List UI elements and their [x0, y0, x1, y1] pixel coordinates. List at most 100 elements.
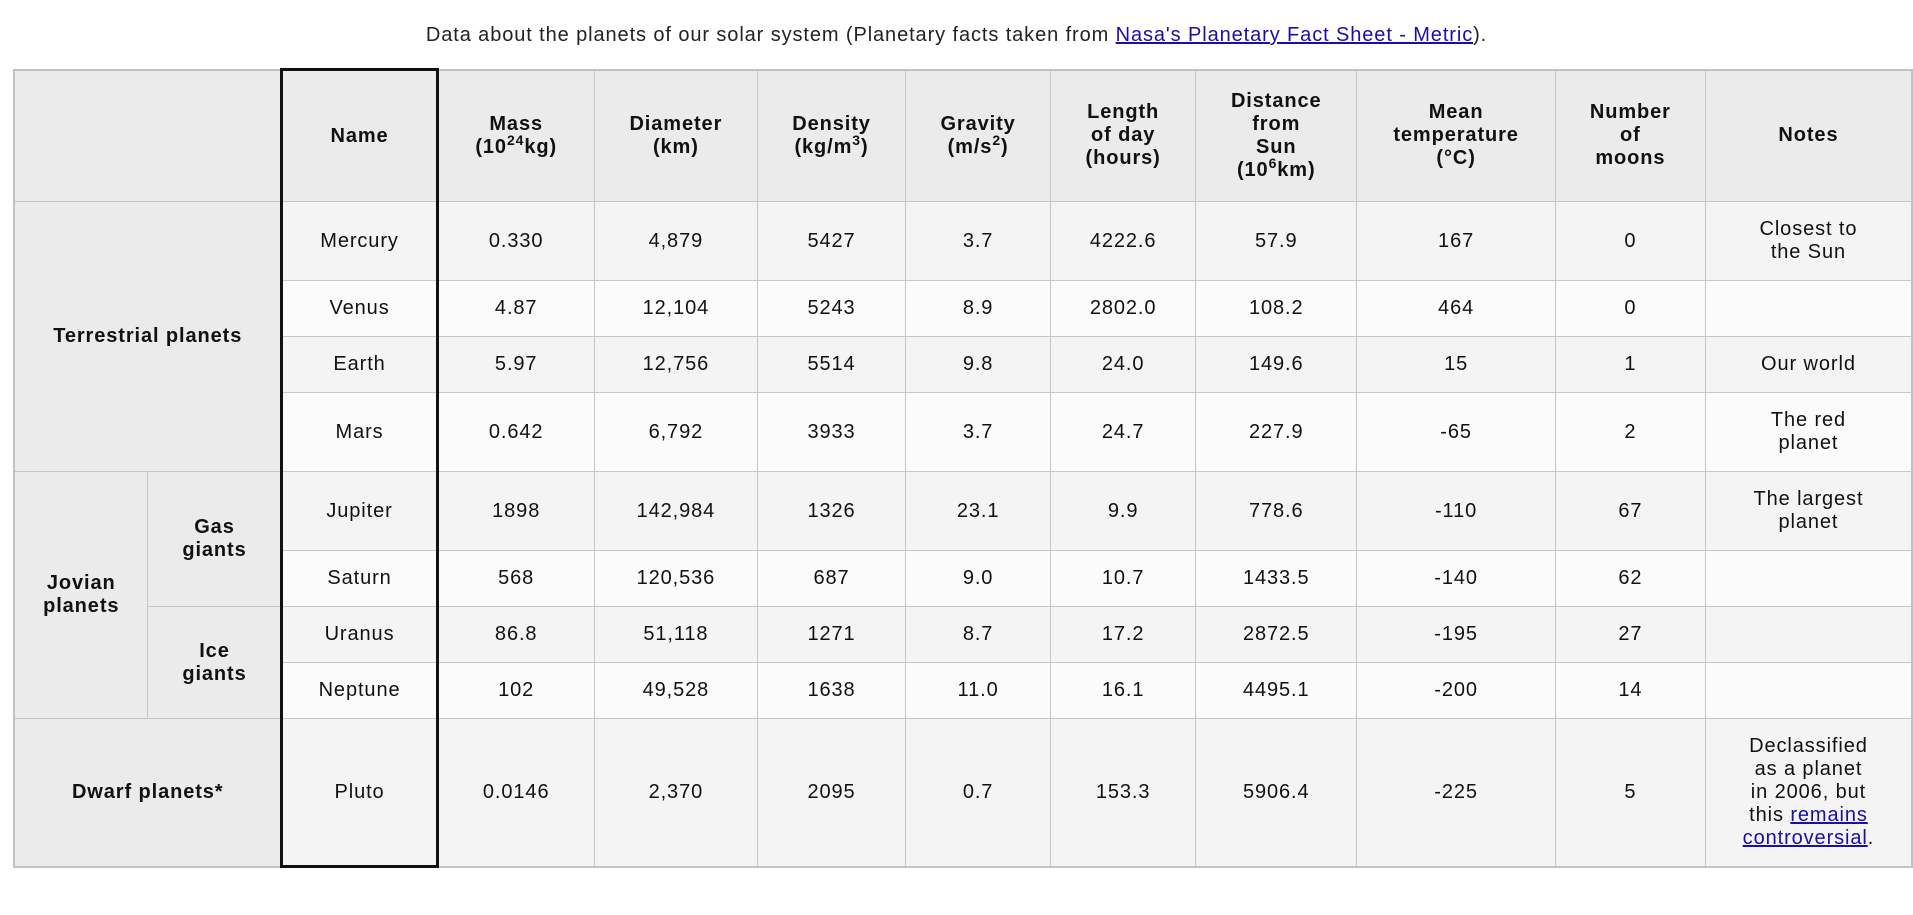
cell-moons: 5 — [1554, 718, 1706, 867]
planet-name: Saturn — [280, 550, 439, 607]
cell-distance: 149.6 — [1195, 336, 1358, 393]
header-mean-temperature: Mean temperature (°C) — [1356, 69, 1556, 202]
cell-diameter: 6,792 — [593, 392, 758, 472]
cell-distance: 4495.1 — [1195, 662, 1358, 719]
group-gas-giants: Gas giants — [147, 471, 283, 607]
cell-density: 2095 — [756, 718, 907, 867]
cell-gravity: 11.0 — [905, 662, 1052, 719]
cell-gravity: 9.8 — [905, 336, 1052, 393]
cell-notes: Declassified as a planet in 2006, but this … — [1704, 718, 1913, 867]
cell-distance: 778.6 — [1195, 471, 1358, 551]
cell-distance: 57.9 — [1195, 201, 1358, 281]
cell-mass: 86.8 — [436, 606, 595, 663]
table-row: Saturn 568 120,536 687 9.0 10.7 1433.5 -… — [14, 550, 1913, 607]
header-diameter: Diameter (km) — [593, 69, 758, 202]
header-mass: Mass (1024kg) — [436, 69, 595, 202]
cell-length-of-day: 4222.6 — [1050, 201, 1197, 281]
cell-mass: 1898 — [436, 471, 595, 551]
cell-length-of-day: 16.1 — [1050, 662, 1197, 719]
cell-temperature: 464 — [1356, 280, 1556, 337]
cell-notes — [1704, 550, 1913, 607]
cell-temperature: -65 — [1356, 392, 1556, 472]
cell-length-of-day: 24.7 — [1050, 392, 1197, 472]
table-row: Neptune 102 49,528 1638 11.0 16.1 4495.1… — [14, 662, 1913, 719]
cell-gravity: 3.7 — [905, 392, 1052, 472]
group-ice-giants: Ice giants — [147, 606, 283, 719]
planet-name: Neptune — [280, 662, 439, 719]
planet-name: Mars — [280, 392, 439, 472]
cell-density: 1271 — [756, 606, 907, 663]
cell-diameter: 49,528 — [593, 662, 758, 719]
cell-density: 1638 — [756, 662, 907, 719]
header-notes: Notes — [1704, 69, 1913, 202]
cell-length-of-day: 153.3 — [1050, 718, 1197, 867]
cell-temperature: -110 — [1356, 471, 1556, 551]
table-row: Ice giants Uranus 86.8 51,118 1271 8.7 17… — [14, 606, 1913, 719]
cell-gravity: 8.7 — [905, 606, 1052, 663]
cell-diameter: 12,104 — [593, 280, 758, 337]
header-name: Name — [280, 68, 439, 202]
cell-length-of-day: 2802.0 — [1050, 280, 1197, 337]
planet-name: Jupiter — [280, 471, 439, 551]
cell-density: 687 — [756, 550, 907, 607]
header-gravity: Gravity (m/s2) — [905, 69, 1052, 202]
caption-text-end: ). — [1473, 24, 1488, 46]
nasa-fact-sheet-link[interactable]: Nasa's Planetary Fact Sheet - Metric — [1115, 24, 1474, 46]
header-density: Density (kg/m3) — [756, 69, 907, 202]
cell-diameter: 51,118 — [593, 606, 758, 663]
corner-cell — [13, 69, 283, 202]
cell-gravity: 8.9 — [905, 280, 1052, 337]
table-row: Venus 4.87 12,104 5243 8.9 2802.0 108.2 … — [14, 280, 1913, 337]
cell-diameter: 12,756 — [593, 336, 758, 393]
cell-mass: 0.0146 — [436, 718, 595, 867]
header-moons: Number of moons — [1554, 69, 1706, 202]
cell-distance: 5906.4 — [1195, 718, 1358, 867]
cell-distance: 2872.5 — [1195, 606, 1358, 663]
cell-gravity: 23.1 — [905, 471, 1052, 551]
planet-name: Mercury — [280, 201, 439, 281]
cell-distance: 227.9 — [1195, 392, 1358, 472]
cell-mass: 5.97 — [436, 336, 595, 393]
cell-temperature: -225 — [1356, 718, 1556, 867]
table-caption: Data about the planets of our solar syst… — [0, 22, 1913, 48]
cell-mass: 102 — [436, 662, 595, 719]
cell-notes — [1704, 606, 1913, 663]
table-row: Terrestrial planets Mercury 0.330 4,879 … — [13, 201, 1913, 472]
table-row: Earth 5.97 12,756 5514 9.8 24.0 149.6 15… — [14, 336, 1913, 393]
cell-distance: 108.2 — [1195, 280, 1358, 337]
cell-temperature: 15 — [1356, 336, 1556, 393]
cell-gravity: 0.7 — [905, 718, 1052, 867]
cell-temperature: -200 — [1356, 662, 1556, 719]
cell-diameter: 120,536 — [593, 550, 758, 607]
cell-moons: 0 — [1554, 280, 1706, 337]
cell-length-of-day: 24.0 — [1050, 336, 1197, 393]
cell-moons: 27 — [1554, 606, 1706, 663]
cell-notes: Closest to the Sun — [1704, 201, 1913, 281]
cell-moons: 14 — [1554, 662, 1706, 719]
cell-moons: 67 — [1554, 471, 1706, 551]
group-terrestrial: Terrestrial planets — [13, 201, 283, 472]
cell-mass: 0.330 — [436, 201, 595, 281]
table-row: Dwarf planets* Pluto 0.0146 2,370 2095 0… — [13, 718, 1913, 868]
cell-distance: 1433.5 — [1195, 550, 1358, 607]
group-jovian: Jovian planets — [13, 471, 149, 719]
cell-mass: 0.642 — [436, 392, 595, 472]
planet-name: Pluto — [280, 718, 439, 868]
header-length-of-day: Length of day (hours) — [1050, 69, 1197, 202]
cell-diameter: 142,984 — [593, 471, 758, 551]
cell-density: 5427 — [756, 201, 907, 281]
cell-density: 3933 — [756, 392, 907, 472]
cell-notes — [1704, 662, 1913, 719]
cell-moons: 62 — [1554, 550, 1706, 607]
cell-density: 5243 — [756, 280, 907, 337]
header-distance: Distance from Sun (106km) — [1195, 69, 1358, 202]
group-dwarf: Dwarf planets* — [13, 718, 283, 867]
cell-length-of-day: 10.7 — [1050, 550, 1197, 607]
remains-controversial-link[interactable]: remains controversial — [1742, 803, 1868, 849]
cell-diameter: 4,879 — [593, 201, 758, 281]
cell-diameter: 2,370 — [593, 718, 758, 867]
cell-gravity: 3.7 — [905, 201, 1052, 281]
cell-notes — [1704, 280, 1913, 337]
cell-gravity: 9.0 — [905, 550, 1052, 607]
planet-name: Earth — [280, 336, 439, 393]
